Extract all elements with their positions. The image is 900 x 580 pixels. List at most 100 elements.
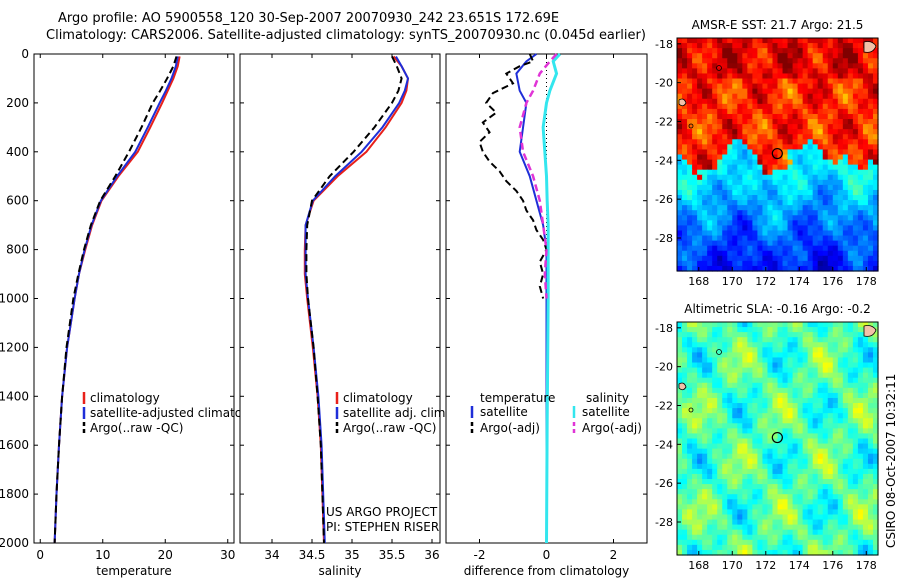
sla-map-cell — [682, 403, 688, 409]
sst-map-cell — [832, 220, 839, 227]
sla-map-cell — [822, 357, 829, 364]
sla-map-cell — [807, 484, 814, 490]
sst-map-cell — [862, 119, 869, 125]
sst-map-x-tick-label: 172 — [755, 275, 776, 288]
sst-map-cell — [807, 265, 814, 272]
sst-map-cell — [802, 205, 809, 211]
sst-map-cell — [827, 260, 834, 267]
difference-x-tick-label: 0 — [543, 548, 551, 562]
sla-map-cell — [742, 367, 748, 374]
sla-map-cell — [697, 524, 703, 531]
sst-map-cell — [707, 78, 713, 85]
sla-map-cell — [787, 468, 794, 475]
sla-map-cell — [707, 534, 713, 541]
sst-map-cell — [697, 68, 703, 75]
sla-map-cell — [707, 418, 713, 424]
sla-map-cell — [692, 494, 698, 500]
sst-map-cell — [817, 235, 824, 242]
sla-map-cell — [792, 539, 799, 546]
sla-map-cell — [862, 387, 869, 394]
sla-map-cell — [782, 494, 789, 500]
sla-map-cell — [857, 397, 864, 404]
sst-map-cell — [732, 245, 738, 252]
sst-map-cell — [772, 174, 779, 181]
sst-map-cell — [767, 205, 774, 211]
sla-map-cell — [687, 438, 693, 445]
sst-map-cell — [737, 174, 743, 181]
sla-map-cell — [752, 367, 759, 374]
sla-map-cell — [732, 509, 738, 516]
sla-map-cell — [782, 357, 789, 364]
sla-map-cell — [752, 448, 759, 455]
sst-map-cell — [702, 53, 708, 59]
sst-map-cell — [722, 169, 728, 176]
sst-map-cell — [742, 215, 748, 221]
sst-map-cell — [737, 205, 743, 211]
sla-map-cell — [837, 403, 844, 409]
sla-map-cell — [797, 382, 804, 389]
sst-map-cell — [822, 63, 829, 69]
sla-map-cell — [802, 403, 809, 409]
sla-map-cell — [812, 524, 819, 531]
sst-map-cell — [792, 68, 799, 75]
sla-map-cell — [872, 392, 879, 399]
sst-map-cell — [722, 255, 728, 262]
sla-map-cell — [807, 423, 814, 429]
sla-map-cell — [722, 544, 728, 551]
sla-map-cell — [782, 509, 789, 516]
sla-map-cell — [847, 392, 854, 399]
sst-map-cell — [747, 98, 753, 105]
sla-map-cell — [872, 408, 879, 414]
sla-map-cell — [822, 458, 829, 465]
sla-map-cell — [727, 413, 733, 419]
sla-map-cell — [787, 524, 794, 531]
sla-map-cell — [697, 504, 703, 511]
sst-map-cell — [722, 73, 728, 80]
sst-map-cell — [862, 83, 869, 90]
sst-map-cell — [847, 98, 854, 105]
sla-map-cell — [797, 453, 804, 460]
sst-map-cell — [682, 38, 688, 44]
sla-map-cell — [862, 524, 869, 531]
sst-map-cell — [852, 230, 859, 237]
sst-map-cell — [872, 200, 879, 206]
sst-map-cell — [782, 48, 789, 54]
sst-map-cell — [822, 215, 829, 221]
sst-map-cell — [862, 159, 869, 166]
sst-map-cell — [717, 210, 723, 216]
sla-map-cell — [787, 418, 794, 424]
sla-map-cell — [777, 362, 784, 369]
sst-map-cell — [777, 53, 784, 59]
sla-map-cell — [747, 392, 753, 399]
sst-map-cell — [792, 58, 799, 64]
sst-map-cell — [752, 164, 759, 171]
sst-map-float-marker — [771, 147, 783, 160]
sla-map-cell — [797, 337, 804, 343]
sst-map-cell — [687, 68, 693, 75]
sst-map-cell — [822, 48, 829, 54]
sla-map-cell — [787, 453, 794, 460]
sla-map-cell — [872, 514, 879, 521]
sla-map-cell — [717, 377, 723, 384]
sla-map-cell — [817, 382, 824, 389]
sst-map-cell — [802, 113, 809, 120]
sst-map-frame — [676, 37, 879, 272]
sst-map-cell — [757, 174, 764, 181]
sla-map-cell — [807, 473, 814, 480]
sla-map-cell — [757, 453, 764, 460]
sla-map-cell — [812, 499, 819, 505]
sst-map-cell — [832, 265, 839, 272]
sst-map-cell — [842, 108, 849, 115]
sst-map-cell — [747, 129, 753, 135]
sla-map-cell — [702, 387, 708, 394]
sst-map-cell — [822, 154, 829, 161]
sst-map-cell — [857, 93, 864, 100]
sst-map-cell — [707, 73, 713, 80]
sst-map-cell — [732, 240, 738, 247]
sst-map-cell — [692, 230, 698, 237]
sst-map-cell — [757, 164, 764, 171]
sst-map-cell — [772, 119, 779, 125]
sla-map-cell — [682, 377, 688, 384]
sla-map-cell — [772, 453, 779, 460]
sst-map-cell — [712, 235, 718, 242]
